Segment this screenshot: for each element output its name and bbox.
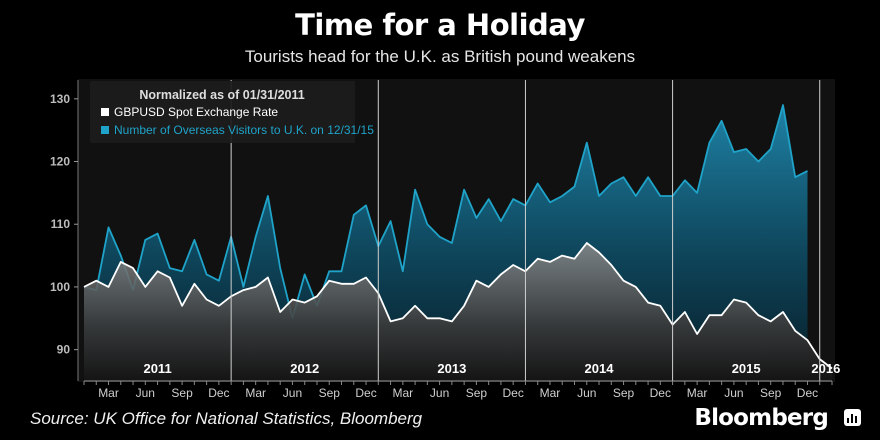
legend: Normalized as of 01/31/2011 GBPUSD Spot … <box>90 81 374 143</box>
legend-swatch-gbpusd <box>101 108 109 116</box>
gbpusd-area <box>84 243 832 381</box>
x-tick-label: Sep <box>466 386 488 400</box>
y-tick-label-90: 90 <box>57 343 71 357</box>
y-tick-label-130: 130 <box>50 92 70 106</box>
x-tick-label: Mar <box>245 386 266 400</box>
x-tick-label: Mar <box>687 386 708 400</box>
visitors-line <box>83 104 808 320</box>
year-label-2011: 2011 <box>143 361 171 376</box>
year-label-2013: 2013 <box>437 361 466 376</box>
chart-subtitle: Tourists head for the U.K. as British po… <box>244 47 636 66</box>
x-tick-label: Jun <box>136 386 155 400</box>
gbpusd-line <box>83 242 833 370</box>
x-tick-label: Dec <box>355 386 376 400</box>
legend-label-gbpusd: GBPUSD Spot Exchange Rate <box>114 105 278 119</box>
x-tick-label: Mar <box>540 386 561 400</box>
chart-title: Time for a Holiday <box>295 8 585 42</box>
x-tick-label: Jun <box>430 386 449 400</box>
x-tick-label: Sep <box>760 386 782 400</box>
legend-box <box>90 81 355 143</box>
year-label-2012: 2012 <box>290 361 319 376</box>
y-tick-label-100: 100 <box>50 280 70 294</box>
x-tick-label: Sep <box>613 386 635 400</box>
x-tick-label: Sep <box>319 386 341 400</box>
x-tick-label: Mar <box>98 386 119 400</box>
x-tick-label: Jun <box>283 386 302 400</box>
source-note: Source: UK Office for National Statistic… <box>30 409 423 428</box>
x-tick-label: Dec <box>797 386 818 400</box>
x-tick-label: Dec <box>503 386 524 400</box>
y-tick-label-120: 120 <box>50 155 70 169</box>
year-label-2015: 2015 <box>732 361 761 376</box>
axes: 90 100 110 120 130 Mar Jun Sep Dec Mar Jun Sep Dec Ma… <box>50 80 840 400</box>
x-tick-label: Mar <box>392 386 413 400</box>
x-tick-label: Sep <box>171 386 193 400</box>
x-tick-label: Dec <box>650 386 671 400</box>
gbpusd-area-layer <box>83 242 833 381</box>
x-tick-label: Dec <box>208 386 229 400</box>
legend-swatch-visitors <box>101 126 109 134</box>
x-tick-label: Jun <box>724 386 743 400</box>
year-label-2014: 2014 <box>585 361 615 376</box>
x-tick-label: Jun <box>577 386 596 400</box>
legend-label-visitors: Number of Overseas Visitors to U.K. on 1… <box>114 123 374 137</box>
y-tick-label-110: 110 <box>51 217 71 231</box>
bloomberg-logo: Bloomberg <box>694 405 828 431</box>
legend-title: Normalized as of 01/31/2011 <box>139 88 304 102</box>
year-label-2016: 2016 <box>811 361 840 376</box>
bar-chart-icon <box>844 409 861 426</box>
